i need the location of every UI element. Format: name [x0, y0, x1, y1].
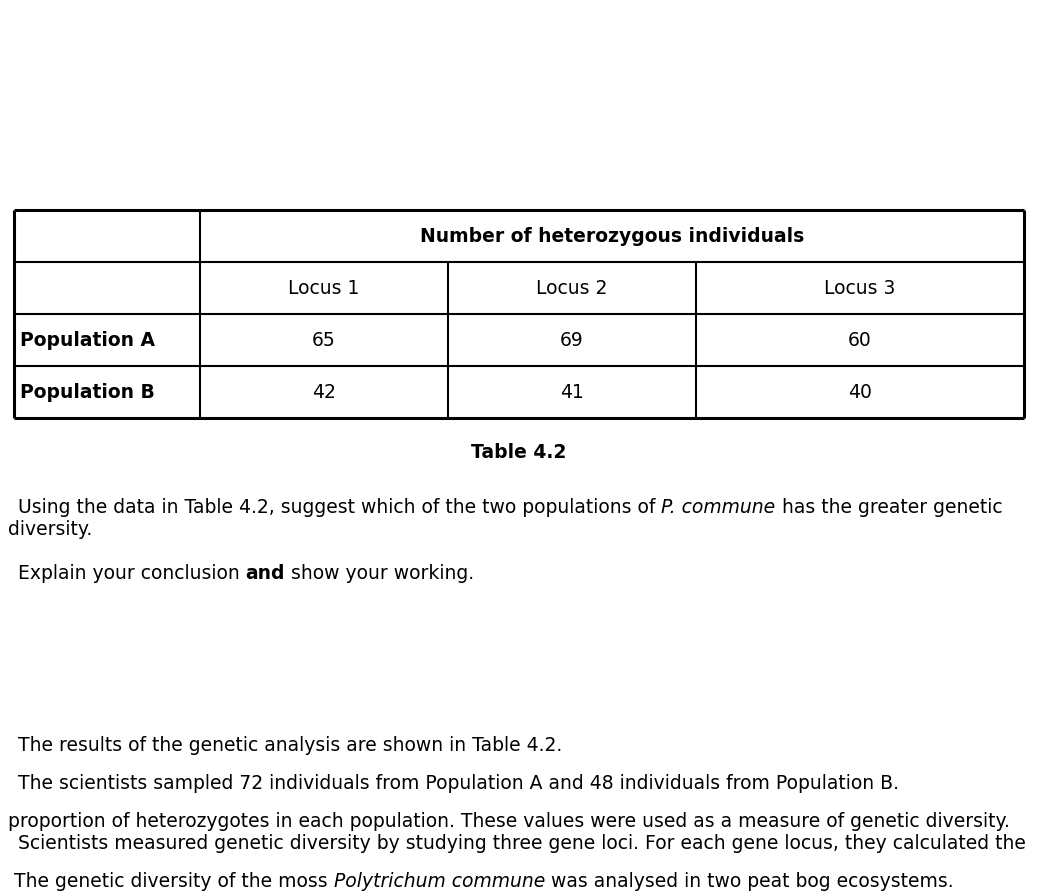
Text: 60: 60: [848, 331, 872, 350]
Text: Explain your conclusion: Explain your conclusion: [18, 564, 246, 583]
Text: Locus 3: Locus 3: [824, 279, 896, 298]
Text: 65: 65: [312, 331, 336, 350]
Text: The scientists sampled 72 individuals from Population A and 48 individuals from : The scientists sampled 72 individuals fr…: [18, 774, 899, 793]
Text: The results of the genetic analysis are shown in Table 4.2.: The results of the genetic analysis are …: [18, 736, 563, 755]
Text: Polytrichum commune: Polytrichum commune: [333, 872, 545, 891]
Text: Using the data in Table 4.2, suggest which of the two populations of: Using the data in Table 4.2, suggest whi…: [18, 498, 661, 517]
Text: diversity.: diversity.: [8, 520, 92, 539]
Text: Locus 2: Locus 2: [537, 279, 607, 298]
Text: Locus 1: Locus 1: [289, 279, 360, 298]
Text: 41: 41: [561, 383, 584, 401]
Text: Scientists measured genetic diversity by studying three gene loci. For each gene: Scientists measured genetic diversity by…: [18, 834, 1026, 853]
Text: Table 4.2: Table 4.2: [471, 443, 567, 462]
Text: 42: 42: [312, 383, 336, 401]
Text: Population B: Population B: [20, 383, 155, 401]
Text: was analysed in two peat bog ecosystems.: was analysed in two peat bog ecosystems.: [545, 872, 954, 891]
Text: has the greater genetic: has the greater genetic: [775, 498, 1002, 517]
Text: proportion of heterozygotes in each population. These values were used as a meas: proportion of heterozygotes in each popu…: [8, 812, 1010, 831]
Text: and: and: [246, 564, 285, 583]
Text: Number of heterozygous individuals: Number of heterozygous individuals: [420, 226, 804, 246]
Text: 69: 69: [561, 331, 583, 350]
Text: P. commune: P. commune: [661, 498, 775, 517]
Text: 40: 40: [848, 383, 872, 401]
Text: The genetic diversity of the moss: The genetic diversity of the moss: [13, 872, 333, 891]
Text: Population A: Population A: [20, 331, 155, 350]
Text: show your working.: show your working.: [285, 564, 474, 583]
